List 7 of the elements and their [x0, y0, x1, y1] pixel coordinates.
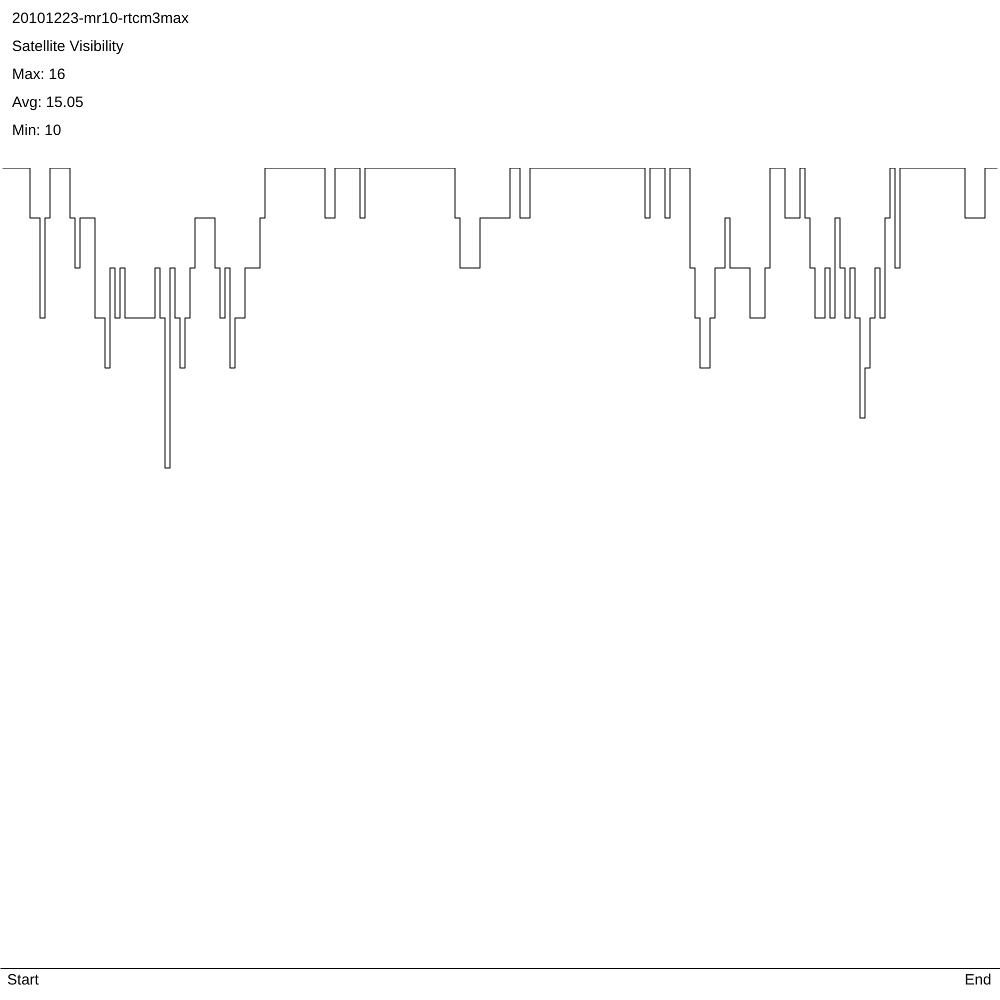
- chart-title: 20101223-mr10-rtcm3max: [12, 10, 190, 27]
- text: Min: 10: [12, 122, 62, 139]
- chart-subtitle: Satellite Visibility: [12, 38, 124, 55]
- text: Avg: 15.05: [12, 94, 84, 111]
- x-tick-label: End: [964, 972, 992, 988]
- x-tick-label: Start: [7, 972, 40, 988]
- text: Max: 16: [12, 66, 66, 83]
